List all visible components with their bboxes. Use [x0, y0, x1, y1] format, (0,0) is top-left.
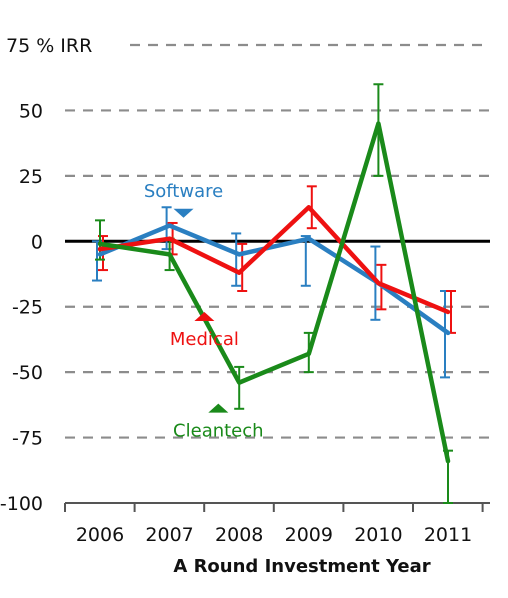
- grid-lines: [65, 43, 490, 439]
- y-tick-label: -50: [12, 362, 43, 384]
- y-tick-label: 50: [19, 100, 43, 122]
- software-marker-icon: [173, 208, 194, 218]
- x-tick-label: 2010: [354, 524, 402, 546]
- series-lines: [97, 121, 451, 464]
- x-tick-label: 2007: [145, 524, 193, 546]
- x-axis: 2006 2007 2008 2009 2010 2011: [64, 502, 490, 546]
- y-tick-label: 75 % IRR: [6, 35, 92, 57]
- y-tick-label: -25: [12, 297, 43, 319]
- medical-series-label: Medical: [170, 329, 239, 350]
- cleantech-marker-icon: [208, 403, 229, 413]
- error-bars: [92, 83, 456, 504]
- x-tick-label: 2011: [424, 524, 472, 546]
- series-line-cleantech: [97, 121, 451, 464]
- x-tick-label: 2006: [76, 524, 124, 546]
- series-line-medical: [97, 205, 451, 315]
- cleantech-series-label: Cleantech: [173, 421, 264, 442]
- y-tick-label: 0: [31, 231, 43, 253]
- series-annotations: Software Medical Cleantech: [144, 181, 264, 442]
- y-tick-label: 25: [19, 166, 43, 188]
- x-tick-label: 2008: [215, 524, 263, 546]
- y-tick-label: -75: [12, 428, 43, 450]
- y-tick-label: -100: [0, 493, 43, 515]
- y-tick-labels: 75 % IRR 50 25 0 -25 -50 -75 -100: [0, 35, 92, 515]
- software-series-label: Software: [144, 181, 223, 202]
- x-tick-label: 2009: [285, 524, 333, 546]
- series-line-software: [97, 223, 451, 336]
- x-axis-title: A Round Investment Year: [173, 556, 430, 577]
- medical-marker-icon: [194, 312, 215, 322]
